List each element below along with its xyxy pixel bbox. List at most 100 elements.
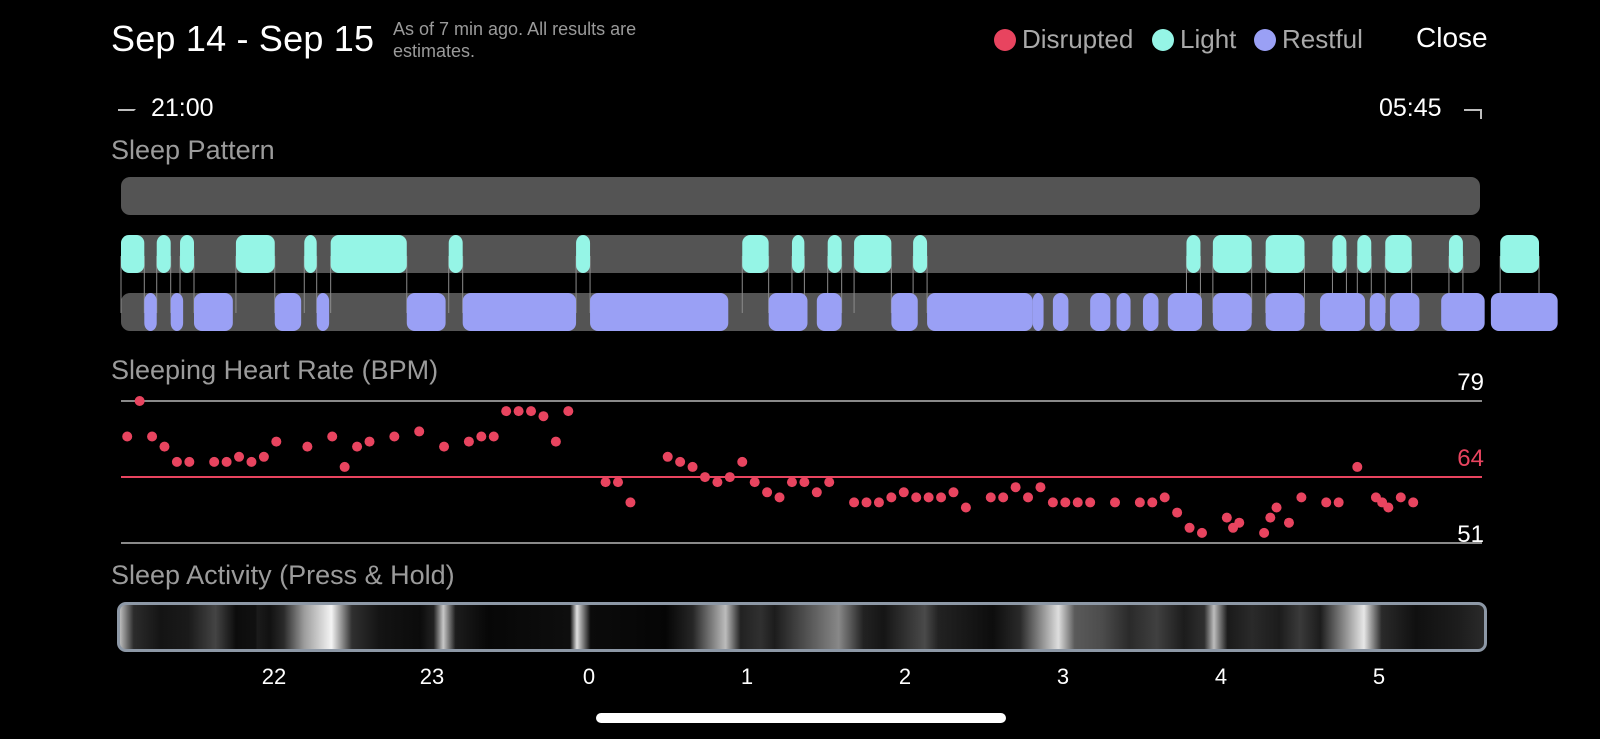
heart-rate-point bbox=[613, 477, 624, 488]
heart-rate-point bbox=[824, 477, 835, 488]
heart-rate-point bbox=[1333, 497, 1344, 508]
light-segment bbox=[1385, 235, 1412, 273]
heart-rate-point bbox=[898, 487, 909, 498]
heart-rate-point bbox=[271, 436, 282, 447]
legend-label: Light bbox=[1180, 24, 1237, 54]
legend-restful: Restful bbox=[1254, 24, 1363, 55]
restful-segment bbox=[193, 293, 233, 331]
heart-rate-point bbox=[1408, 497, 1419, 508]
heart-rate-point bbox=[687, 461, 698, 472]
heart-rate-point bbox=[1196, 527, 1207, 538]
light-segment bbox=[854, 235, 892, 273]
legend-disrupted: Disrupted bbox=[994, 24, 1133, 55]
heart-rate-point bbox=[1035, 482, 1046, 493]
heart-rate-point bbox=[389, 431, 400, 442]
max-hr-value: 79 bbox=[1457, 369, 1484, 396]
heart-rate-point bbox=[246, 456, 257, 467]
time-tick-5: 5 bbox=[1372, 664, 1386, 689]
heart-rate-point bbox=[786, 477, 797, 488]
restful-segment bbox=[1320, 293, 1366, 331]
estimate-note: As of 7 min ago. All results are estimat… bbox=[393, 19, 637, 61]
heart-rate-point bbox=[699, 472, 710, 483]
heart-rate-point bbox=[911, 492, 922, 503]
start-bracket-icon bbox=[118, 109, 136, 123]
heart-rate-point bbox=[1110, 497, 1121, 508]
light-segment bbox=[576, 235, 591, 273]
light-segment bbox=[1332, 235, 1347, 273]
heart-rate-point bbox=[184, 456, 195, 467]
light-segment bbox=[448, 235, 463, 273]
restful-segment bbox=[1265, 293, 1305, 331]
restful-segment bbox=[144, 293, 157, 331]
heart-rate-point bbox=[463, 436, 474, 447]
time-tick-4: 4 bbox=[1214, 664, 1228, 689]
start-time: 21:00 bbox=[151, 94, 214, 122]
heart-rate-point bbox=[563, 406, 574, 417]
light-dot-icon bbox=[1152, 28, 1174, 51]
heart-rate-point bbox=[221, 456, 232, 467]
heart-rate-point bbox=[1072, 497, 1083, 508]
close-button[interactable]: Close bbox=[1416, 22, 1488, 53]
restful-segment bbox=[816, 293, 842, 331]
heart-rate-point bbox=[985, 492, 996, 503]
sleep-activity-strip[interactable] bbox=[117, 602, 1487, 652]
restful-segment bbox=[316, 293, 330, 331]
end-bracket-icon bbox=[1464, 109, 1482, 119]
heart-rate-point bbox=[1234, 517, 1245, 528]
light-segment bbox=[791, 235, 805, 273]
heart-rate-point bbox=[762, 487, 773, 498]
restful-segment bbox=[1167, 293, 1202, 331]
heart-rate-point bbox=[675, 456, 686, 467]
heart-rate-point bbox=[1010, 482, 1021, 493]
restful-segment bbox=[590, 293, 729, 331]
restful-segment bbox=[170, 293, 184, 331]
heart-rate-point bbox=[1283, 517, 1294, 528]
light-segment bbox=[913, 235, 928, 273]
restful-segment bbox=[1032, 293, 1044, 331]
heart-rate-point bbox=[948, 487, 959, 498]
restful-segment bbox=[1441, 293, 1485, 331]
light-segment bbox=[235, 235, 275, 273]
heart-rate-point bbox=[625, 497, 636, 508]
heart-rate-point bbox=[1221, 512, 1232, 523]
heart-rate-point bbox=[774, 492, 785, 503]
heart-rate-point bbox=[1172, 507, 1183, 518]
light-segment bbox=[1448, 235, 1463, 273]
heart-rate-point bbox=[1383, 502, 1394, 513]
heart-rate-point bbox=[1184, 522, 1195, 533]
home-indicator[interactable] bbox=[596, 713, 1006, 723]
restful-segment bbox=[891, 293, 918, 331]
light-segment bbox=[330, 235, 407, 273]
heart-rate-point bbox=[147, 431, 158, 442]
restful-segment bbox=[274, 293, 302, 331]
sleep-activity-heading: Sleep Activity (Press & Hold) bbox=[111, 560, 455, 590]
light-segment bbox=[742, 235, 769, 273]
avg-hr-line bbox=[121, 476, 1482, 478]
heart-rate-point bbox=[476, 431, 487, 442]
time-tick-23: 23 bbox=[419, 664, 445, 689]
heart-rate-point bbox=[960, 502, 971, 513]
disrupted-track bbox=[121, 177, 1480, 215]
restful-segment bbox=[1389, 293, 1420, 331]
sleep-pattern-heading: Sleep Pattern bbox=[111, 135, 275, 165]
legend-label: Disrupted bbox=[1022, 24, 1134, 54]
heart-rate-point bbox=[1395, 492, 1406, 503]
heart-rate-point bbox=[712, 477, 723, 488]
heart-rate-point bbox=[1296, 492, 1307, 503]
heart-rate-point bbox=[352, 441, 363, 452]
legend-label: Restful bbox=[1282, 24, 1363, 54]
heart-rate-point bbox=[799, 477, 810, 488]
heart-rate-point bbox=[1047, 497, 1058, 508]
heart-rate-point bbox=[526, 406, 537, 417]
date-range-title: Sep 14 - Sep 15 bbox=[111, 18, 375, 59]
heart-rate-point bbox=[414, 426, 425, 437]
heart-rate-point bbox=[439, 441, 450, 452]
heart-rate-point bbox=[364, 436, 375, 447]
light-segment bbox=[1500, 235, 1540, 273]
heart-rate-point bbox=[258, 451, 269, 462]
restful-dot-icon bbox=[1254, 28, 1276, 51]
restful-segment bbox=[406, 293, 446, 331]
light-segment bbox=[121, 235, 145, 273]
restful-segment bbox=[1490, 293, 1558, 331]
light-segment bbox=[180, 235, 194, 273]
